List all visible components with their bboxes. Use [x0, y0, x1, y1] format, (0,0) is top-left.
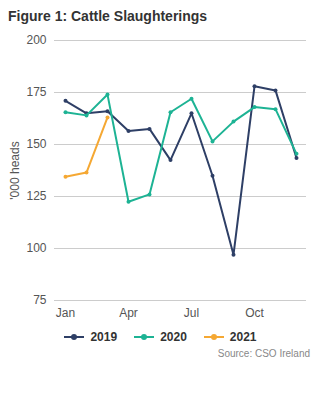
svg-text:'000 heads: '000 heads [8, 141, 22, 199]
svg-text:175: 175 [26, 85, 46, 99]
html-text:2019: 2019 [90, 330, 118, 344]
svg-text:200: 200 [26, 33, 46, 47]
html-text:2021: 2021 [229, 330, 257, 344]
svg-text:100: 100 [26, 241, 46, 255]
svg-text:Jul: Jul [184, 306, 199, 320]
svg-text:125: 125 [26, 189, 46, 203]
svg-text:Oct: Oct [245, 306, 264, 320]
svg-text:Jan: Jan [56, 306, 75, 320]
html-text:Figure 1: Cattle Slaughterings: Figure 1: Cattle Slaughterings [8, 8, 208, 24]
svg-text:75: 75 [33, 293, 47, 307]
html-text:2020: 2020 [160, 330, 187, 344]
svg-text:Apr: Apr [119, 306, 138, 320]
svg-text:150: 150 [26, 137, 46, 151]
html-text:Source: CSO Ireland: Source: CSO Ireland [217, 348, 310, 359]
